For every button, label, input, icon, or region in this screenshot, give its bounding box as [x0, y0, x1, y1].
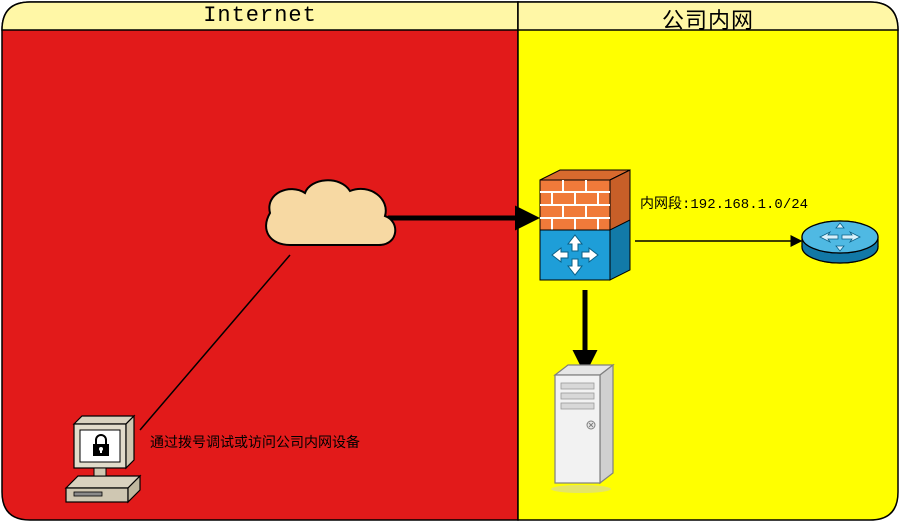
secure-pc-icon — [66, 416, 140, 502]
cloud-icon — [266, 180, 395, 245]
lock-icon — [93, 435, 109, 456]
subnet-label: 内网段:192.168.1.0/24 — [640, 193, 808, 213]
pc-caption: 通过拨号调试或访问公司内网设备 — [150, 432, 360, 452]
edge-pc-cloud — [140, 255, 290, 430]
edges-layer — [0, 0, 900, 523]
router-icon — [802, 221, 878, 263]
zone-intranet — [518, 2, 898, 520]
zones-layer — [0, 0, 900, 523]
zone-internet-title: Internet — [2, 3, 518, 28]
zone-intranet-title: 公司内网 — [518, 3, 898, 35]
firewall-router-icon — [540, 170, 630, 280]
icons-layer — [0, 0, 900, 523]
zone-intranet-shape — [518, 2, 898, 520]
network-diagram: Internet 公司内网 — [0, 0, 900, 523]
server-icon — [551, 365, 613, 493]
